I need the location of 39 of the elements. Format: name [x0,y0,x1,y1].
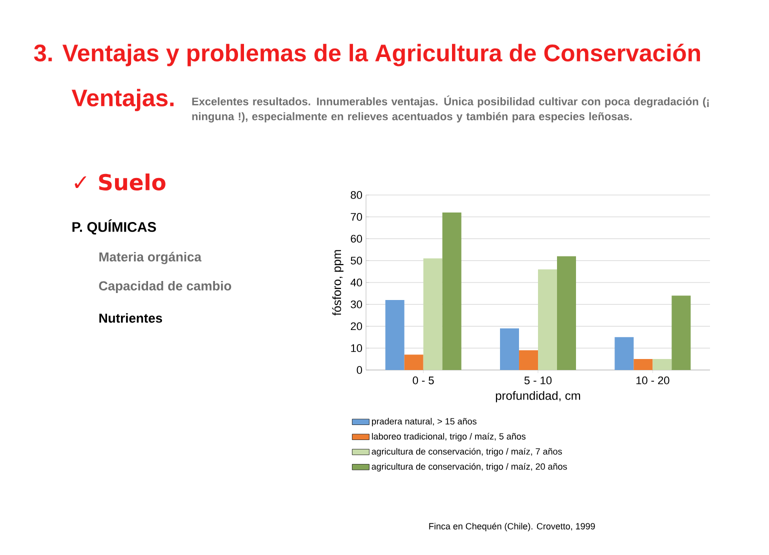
text: Finca en Chequén (Chile). Crovetto, 1999 [429,522,595,532]
text: Ventajas. [72,88,174,112]
text: ✓ Suelo [74,174,166,190]
legend-label: agricultura de conservación, trigo / maíz, 7 años [372,448,562,456]
legend-label: agricultura de conservación, trigo / maíz, 20 años [372,463,567,472]
bar [672,296,691,370]
bar [634,359,653,370]
y-tick-label: 0 [356,366,362,374]
chart-title: 3. Ventajas y problemas de la Agricultura de Conservación [34,44,700,66]
y-tick-label: 10 [351,344,362,352]
bar [557,256,576,370]
bar [442,212,462,370]
bar [423,258,442,370]
bar [538,269,558,370]
text: Capacidad de cambio [99,280,232,294]
bar [385,300,404,370]
legend-label: laboreo tradicional, trigo / maíz, 5 años [372,432,526,442]
y-tick-label: 50 [350,256,362,264]
text: Nutrientes [99,313,162,323]
y-tick-label: 40 [350,278,362,286]
x-tick-label: 5 - 10 [524,376,552,384]
x-tick-label: 0 - 5 [412,376,434,384]
bar [652,359,672,370]
y-tick-label: 30 [350,300,362,308]
y-tick-label: 60 [350,234,362,243]
bar [500,328,520,370]
text: Materia orgánica [99,252,202,264]
legend-label: pradera natural, > 15 años [372,418,476,426]
bar [614,337,634,370]
x-axis-title: profundidad, cm [496,391,580,402]
bar [519,350,538,370]
y-axis-title: fósforo, ppm [332,250,344,316]
y-tick-label: 70 [350,213,362,221]
bar [404,354,424,370]
x-tick-label: 10 - 20 [636,376,670,384]
text: P. QUÍMICAS [72,219,156,235]
text: Excelentes resultados. Innumerables ventajas. Única posibilidad cultivar con poca degradación (¡ ninguna !), especialmente en relieves acentuados y también para especies leñosas. [192,96,709,122]
y-tick-label: 80 [350,191,362,199]
y-tick-label: 20 [350,322,362,330]
